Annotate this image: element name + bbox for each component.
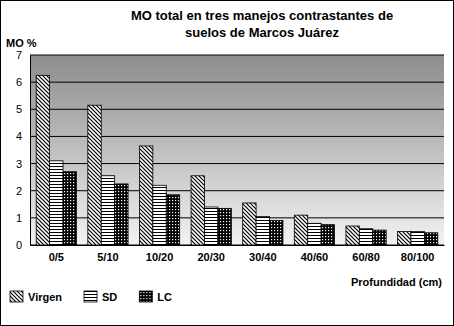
series [36,75,411,245]
plot-background [30,55,444,245]
y-tick-label: 1 [16,212,22,224]
x-tick-label: 80/100 [401,251,435,263]
x-tick-label: 20/30 [197,251,225,263]
legend-label: SD [102,291,117,303]
x-tick: 40/60 [301,245,329,263]
y-tick: 0 [16,239,30,251]
x-axis-line [31,245,445,246]
bar [166,195,179,245]
legend: Virgen SD LC [10,291,172,303]
legend-swatch [10,291,23,302]
bar [153,185,166,245]
x-tick-label: 40/60 [301,251,329,263]
bar [63,172,76,245]
series [50,161,425,245]
chart: MO total en tres manejos contrastantes d… [0,0,454,326]
bar [308,223,321,245]
x-tick: 30/40 [249,245,277,263]
y-tick-label: 5 [16,103,22,115]
x-tick: 5/10 [97,245,118,263]
legend-label: LC [157,291,172,303]
legend-item: LC [139,291,172,303]
title-line: MO total en tres manejos contrastantes d… [131,8,393,23]
x-axis: 0/5 5/10 10/20 20/30 30/40 40/60 60/80 80/100 [31,245,445,263]
plot: 0 1 2 3 4 5 6 7 0/5 5/10 10/20 20/30 30/40 40/60 60/80… [16,49,445,263]
bar [218,208,231,245]
y-tick-label: 4 [16,130,22,142]
x-axis-title: Profundidad (cm) [351,276,442,288]
y-tick-label: 0 [16,239,22,251]
bar [101,176,114,245]
x-tick-label: 10/20 [146,251,174,263]
bar [373,230,386,245]
bar [321,225,334,245]
y-axis-line [30,56,31,246]
grid-line [30,82,444,83]
x-tick: 20/30 [197,245,225,263]
y-tick: 3 [16,158,30,170]
y-tick-label: 6 [16,76,22,88]
title-line: suelos de Marcos Juárez [185,25,339,40]
x-tick-label: 30/40 [249,251,277,263]
grid-line [30,55,444,56]
x-tick-label: 0/5 [49,251,64,263]
y-tick: 2 [16,185,30,197]
bar [346,226,359,245]
y-tick-label: 7 [16,49,22,61]
y-tick: 5 [16,103,30,115]
bar [256,217,269,246]
y-tick: 7 [16,49,30,61]
y-tick: 6 [16,76,30,88]
bar [204,207,217,245]
title: MO total en tres manejos contrastantes d… [131,8,393,40]
x-tick-label: 60/80 [352,251,380,263]
x-tick: 80/100 [401,245,435,263]
bars [36,75,438,245]
bar [424,233,437,245]
legend-item: Virgen [10,291,62,303]
series [63,172,438,245]
y-tick: 1 [16,212,30,224]
frame [1,1,454,326]
bar [88,105,101,245]
legend-label: Virgen [28,291,62,303]
bar [243,203,256,245]
bar [191,176,204,245]
bar [270,221,283,245]
legend-item: SD [84,291,117,303]
x-tick-label: 5/10 [97,251,118,263]
bar [115,184,128,245]
x-tick: 10/20 [146,245,174,263]
bar [294,215,307,245]
y-axis-title: MO % [6,37,37,49]
bar [50,161,63,245]
y-tick: 4 [16,130,30,142]
legend-swatch [84,291,97,302]
y-tick-label: 3 [16,158,22,170]
x-tick: 0/5 [49,245,64,263]
y-tick-label: 2 [16,185,22,197]
bar [398,231,411,245]
bar [411,231,424,245]
x-tick: 60/80 [352,245,380,263]
y-axis: 0 1 2 3 4 5 6 7 [16,49,31,251]
grid [30,55,444,245]
bar [359,229,372,245]
legend-swatch [139,291,152,302]
bar [139,146,152,245]
bar [36,75,49,245]
